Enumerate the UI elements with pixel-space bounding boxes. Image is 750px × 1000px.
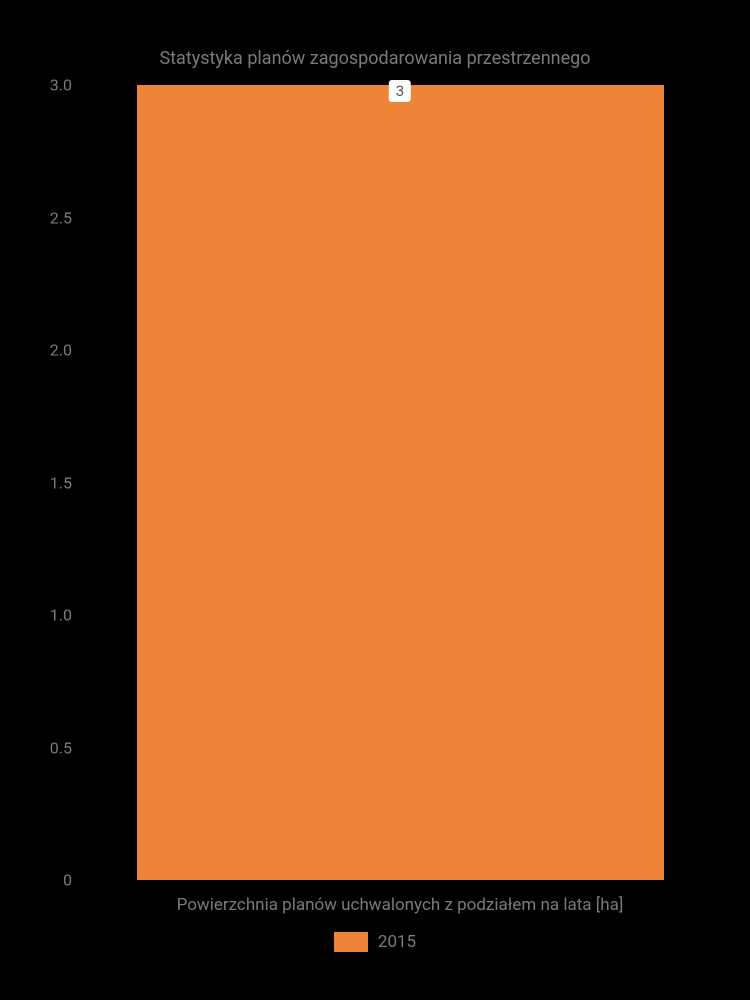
y-tick-label: 0 — [63, 871, 72, 890]
chart-title: Statystyka planów zagospodarowania przes… — [0, 48, 750, 69]
y-tick-label: 1.0 — [50, 606, 72, 625]
legend-label: 2015 — [378, 932, 416, 952]
legend-swatch — [334, 932, 368, 952]
y-tick-label: 0.5 — [50, 738, 72, 757]
y-tick-label: 2.0 — [50, 341, 72, 360]
y-tick-label: 3.0 — [50, 76, 72, 95]
y-tick-label: 2.5 — [50, 208, 72, 227]
bar: 3 — [137, 85, 664, 880]
plot-area: 00.51.01.52.02.53.03 — [90, 85, 710, 880]
y-tick-label: 1.5 — [50, 473, 72, 492]
bar-value-label: 3 — [389, 80, 411, 102]
chart-container: Statystyka planów zagospodarowania przes… — [0, 0, 750, 1000]
legend: 2015 — [0, 932, 750, 952]
x-axis-label: Powierzchnia planów uchwalonych z podzia… — [90, 895, 710, 915]
